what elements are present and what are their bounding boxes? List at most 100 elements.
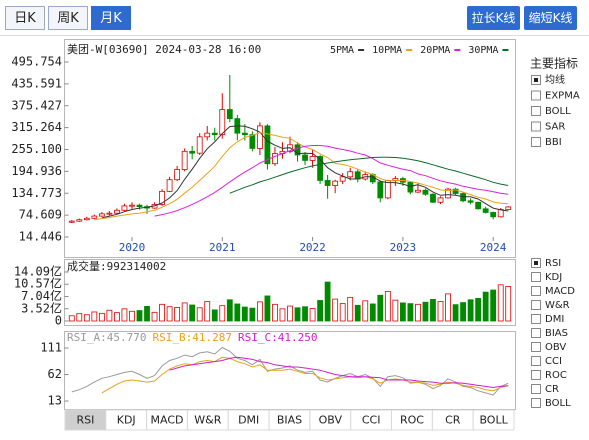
y-tick-label: 14.09亿 — [14, 264, 62, 279]
candle-body — [505, 206, 512, 210]
volume-bar — [452, 304, 459, 322]
indicator-tab-label[interactable]: W&R — [194, 414, 221, 427]
stock-title: 美团-W[03690] 2024-03-28 16:00 — [67, 43, 261, 56]
volume-bar — [324, 281, 331, 322]
candle-body — [377, 181, 384, 199]
indicator-label[interactable]: W&R — [545, 300, 570, 311]
candle-body — [317, 156, 324, 181]
indicator-checkbox[interactable] — [531, 300, 541, 310]
volume-bar — [106, 309, 113, 322]
indicator-tab-label[interactable]: CR — [445, 414, 461, 427]
indicator-label[interactable]: 均线 — [545, 73, 565, 86]
period-tab-label[interactable]: 月K — [100, 11, 122, 26]
indicator-checkbox[interactable] — [531, 328, 541, 338]
indicator-line — [154, 145, 509, 217]
volume-bar — [151, 311, 158, 322]
volume-frame — [64, 259, 516, 326]
indicator-checkbox[interactable] — [531, 342, 541, 352]
indicator-checkbox[interactable] — [531, 106, 541, 116]
candle-body — [422, 189, 429, 195]
indicator-checkbox[interactable] — [531, 272, 541, 282]
indicator-tab-label[interactable]: ROC — [400, 414, 424, 427]
candle-body — [136, 204, 143, 208]
indicator-label[interactable]: KDJ — [545, 272, 562, 283]
volume-bar — [272, 303, 278, 322]
candle-body — [159, 190, 165, 205]
indicator-tab-label[interactable]: BIAS — [277, 414, 302, 427]
candle-body — [76, 219, 83, 222]
indicator-checkbox[interactable] — [531, 314, 541, 324]
volume-bar — [302, 306, 308, 322]
y-tick-label: 134.773 — [11, 186, 62, 200]
indicator-label[interactable]: MACD — [545, 286, 575, 297]
indicator-tab-label[interactable]: BOLL — [479, 414, 508, 427]
indicator-tab-label[interactable]: DMI — [238, 414, 259, 427]
zoom-button[interactable] — [467, 6, 520, 30]
volume-bar — [174, 307, 181, 322]
candle-body — [166, 179, 173, 192]
indicator-label[interactable]: CR — [545, 384, 559, 395]
indicator-label[interactable]: BIAS — [545, 328, 568, 339]
candle-body — [91, 215, 98, 219]
volume-bar — [422, 301, 429, 322]
indicator-label[interactable]: RSI — [545, 258, 561, 269]
indicator-checkbox[interactable] — [531, 137, 541, 147]
indicator-checkbox[interactable] — [531, 384, 541, 394]
indicator-checkbox[interactable] — [531, 370, 541, 380]
indicator-checkbox[interactable] — [531, 121, 541, 132]
indicator-checkbox[interactable] — [531, 90, 541, 101]
indicator-label[interactable]: OBV — [545, 342, 566, 353]
candle-body — [174, 169, 181, 181]
volume-bar — [369, 303, 376, 322]
zoom-button-label[interactable]: 缩短K线 — [529, 10, 573, 25]
y-tick-label: 62 — [48, 367, 62, 381]
candle-body — [437, 197, 444, 203]
indicator-checkbox[interactable] — [531, 398, 541, 408]
indicator-check — [534, 261, 538, 265]
y-tick-label: 74.609 — [19, 208, 62, 222]
volume-bar — [384, 291, 391, 322]
period-tab-label[interactable]: 日K — [14, 11, 36, 26]
indicator-checkbox[interactable] — [531, 356, 541, 366]
volume-bar — [279, 308, 286, 322]
zoom-button-label[interactable]: 拉长K线 — [472, 10, 516, 25]
period-tab[interactable] — [48, 6, 88, 30]
volume-bar — [76, 313, 83, 322]
indicator-tab-label[interactable]: MACD — [151, 414, 184, 427]
x-tick-label: 2021 — [209, 241, 236, 254]
indicator-tab-label[interactable]: OBV — [319, 414, 343, 427]
indicator-label[interactable]: BBI — [545, 137, 562, 148]
main-frame — [64, 39, 516, 258]
indicator-label[interactable]: BOLL — [545, 398, 571, 409]
indicator-line — [94, 132, 509, 221]
volume-bar — [309, 308, 316, 322]
indicator-label[interactable]: SAR — [545, 122, 565, 133]
indicator-tab[interactable] — [472, 409, 515, 431]
candle-body — [249, 134, 256, 149]
indicator-label[interactable]: ROC — [545, 370, 567, 381]
period-tab-label[interactable]: 周K — [57, 11, 79, 26]
indicator-tab-label[interactable]: CCI — [362, 414, 381, 427]
candle-body — [302, 154, 308, 161]
indicator-checkbox[interactable] — [531, 286, 541, 296]
volume-bar — [460, 302, 466, 322]
indicator-label[interactable]: DMI — [545, 314, 564, 325]
y-tick-label: 435.591 — [11, 76, 62, 90]
volume-bar — [241, 306, 248, 322]
candle-body — [324, 180, 331, 186]
volume-bar — [497, 284, 504, 322]
candle-body — [189, 150, 196, 154]
x-tick-label: 2022 — [299, 241, 326, 254]
volume-title: 成交量:992314002 — [67, 259, 166, 273]
indicator-label[interactable]: EXPMA — [545, 91, 580, 102]
period-tab[interactable] — [91, 6, 131, 30]
period-tab[interactable] — [5, 6, 45, 30]
indicator-label[interactable]: BOLL — [545, 106, 571, 117]
indicator-tab-label[interactable]: RSI — [76, 414, 94, 427]
zoom-button[interactable] — [524, 6, 577, 30]
volume-bar — [415, 303, 421, 322]
indicator-line — [101, 125, 509, 219]
indicator-tab-label[interactable]: KDJ — [117, 414, 136, 427]
candle-body — [98, 213, 105, 217]
indicator-label[interactable]: CCI — [545, 356, 562, 367]
